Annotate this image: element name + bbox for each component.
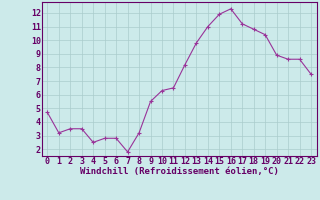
X-axis label: Windchill (Refroidissement éolien,°C): Windchill (Refroidissement éolien,°C) (80, 167, 279, 176)
